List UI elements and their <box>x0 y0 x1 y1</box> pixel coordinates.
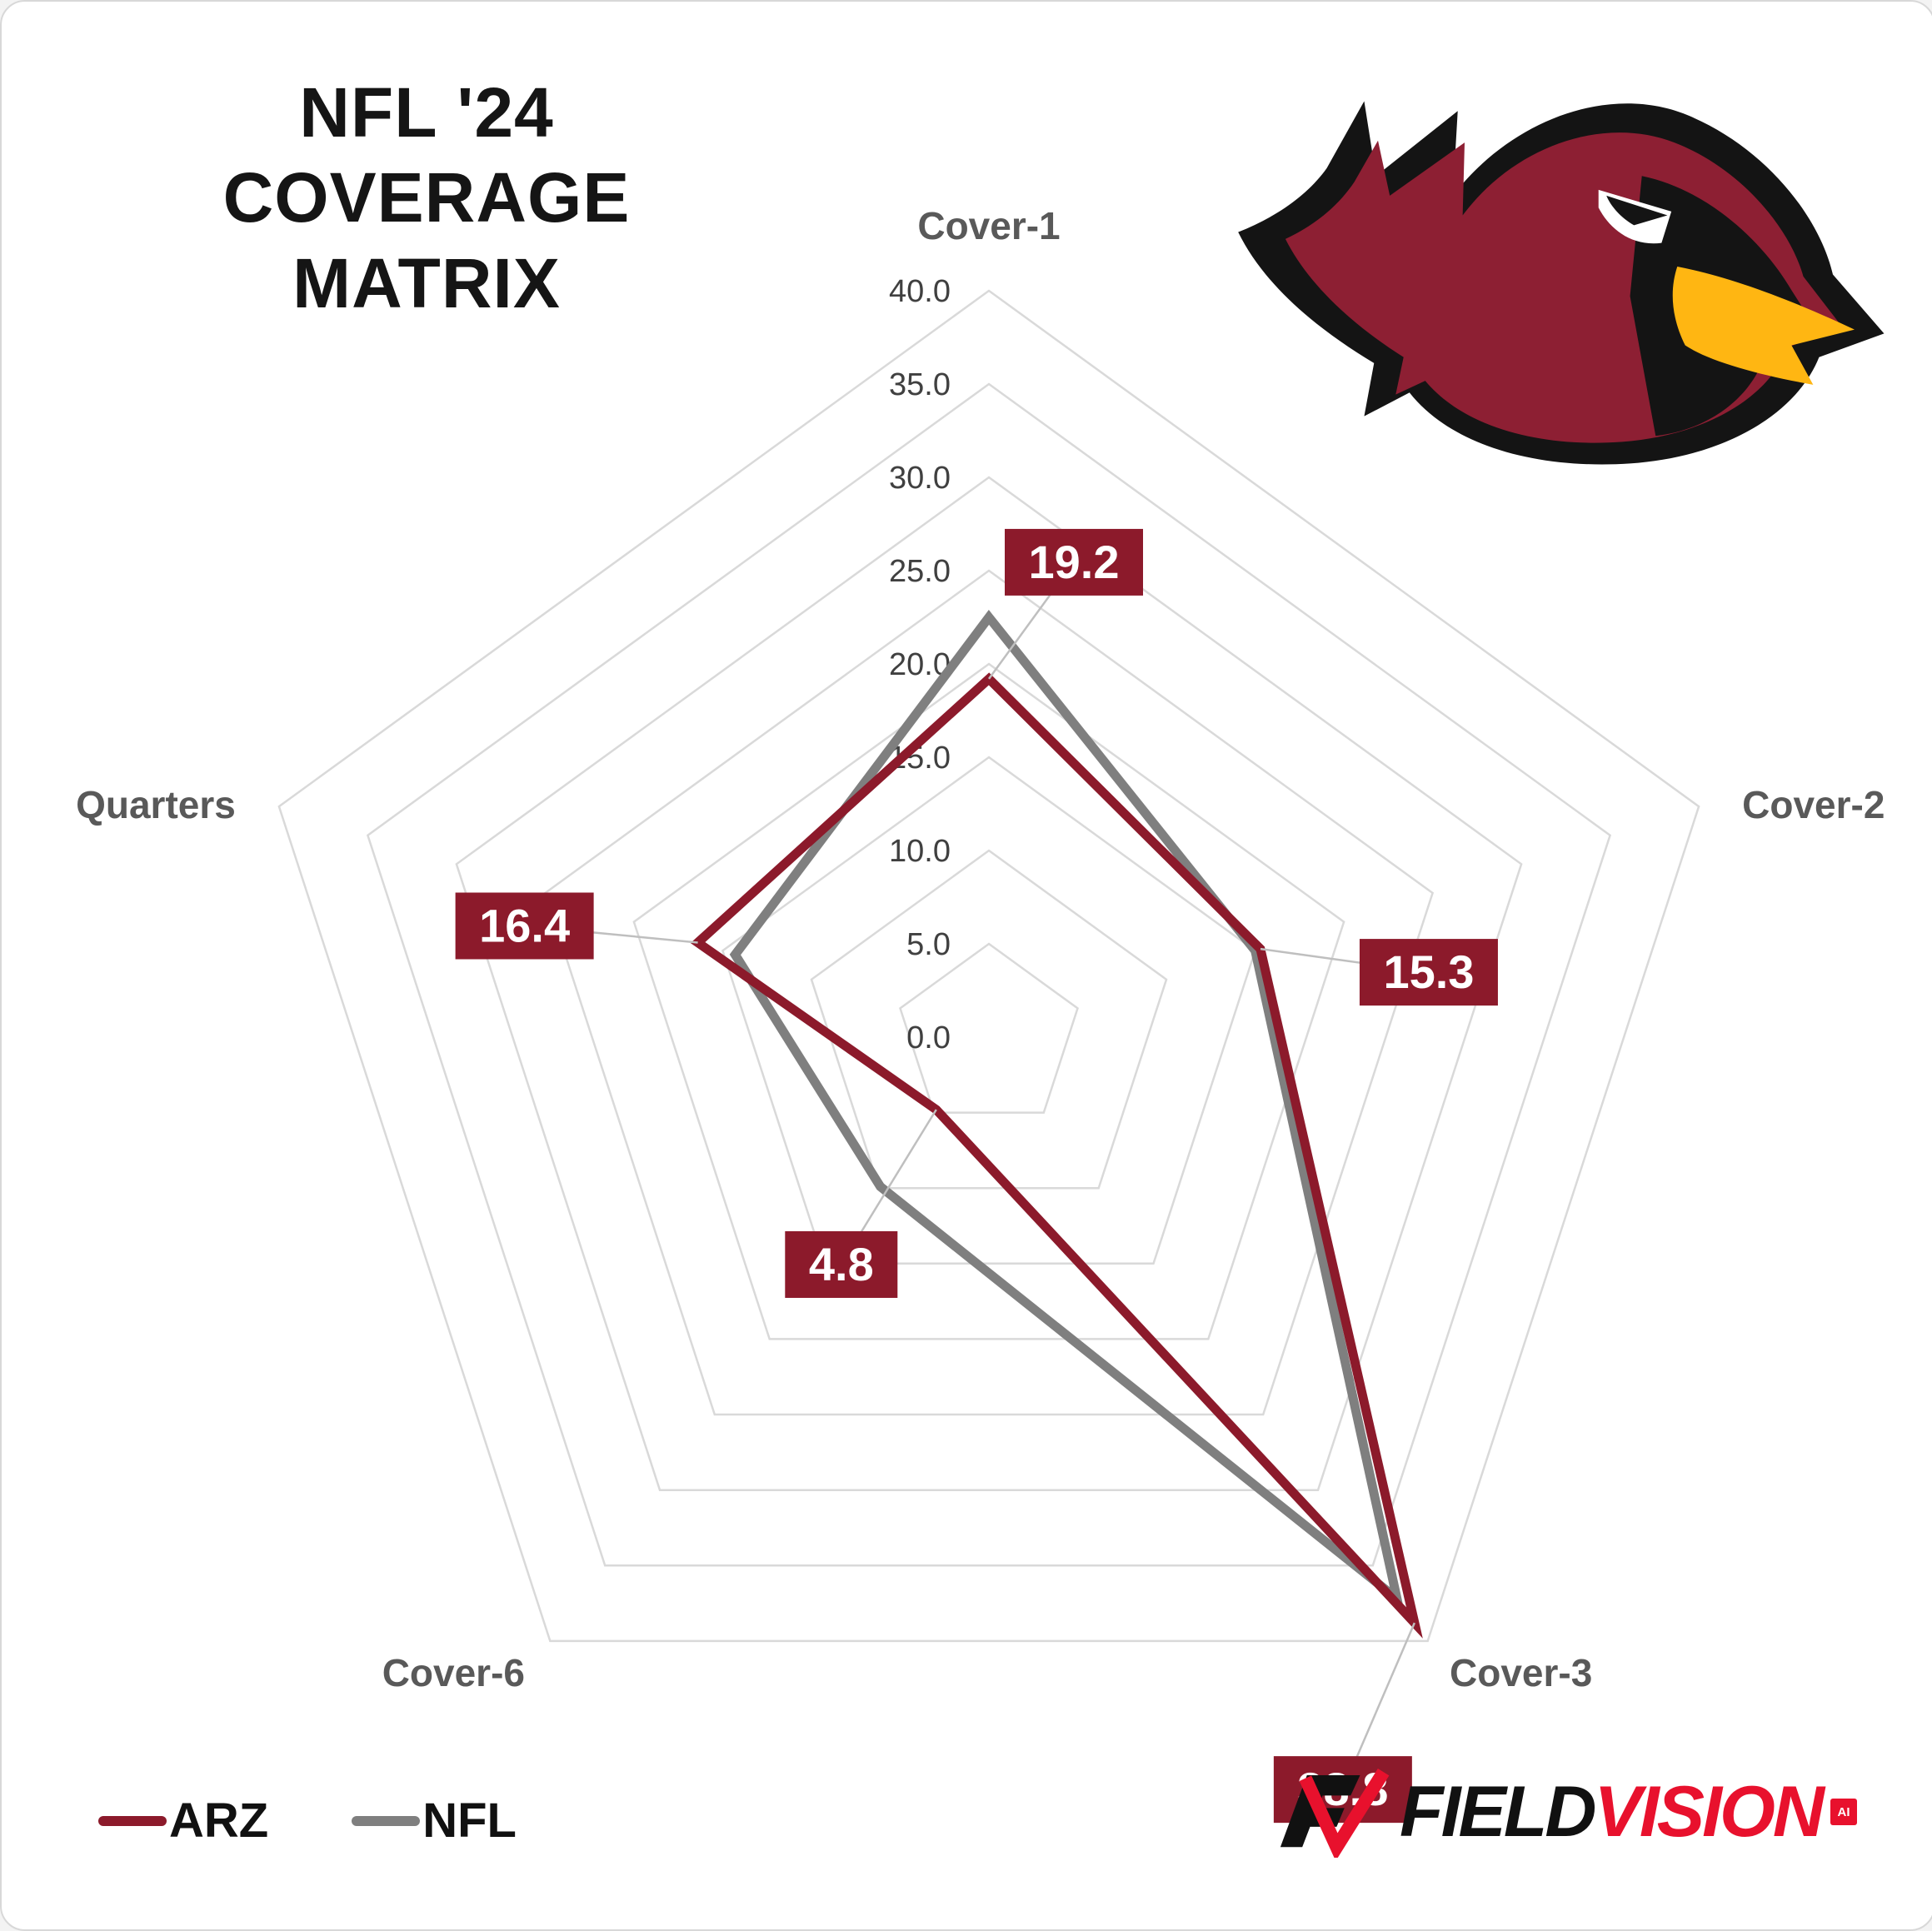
chart-title-line2: COVERAGE MATRIX <box>222 158 631 322</box>
legend-item-nfl: NFL <box>352 1793 517 1849</box>
data-label-value: 19.2 <box>1029 536 1120 588</box>
chart-title: NFL '24 COVERAGE MATRIX <box>89 70 764 326</box>
legend-swatch-nfl <box>352 1815 421 1826</box>
fieldvision-icon <box>1280 1768 1390 1858</box>
legend: ARZ NFL <box>98 1793 517 1849</box>
legend-label-arz: ARZ <box>169 1794 269 1848</box>
chart-title-line1: NFL '24 <box>299 73 554 152</box>
grid-ring <box>543 569 1435 1416</box>
legend-swatch-arz <box>98 1815 167 1826</box>
legend-item-arz: ARZ <box>98 1793 268 1849</box>
tick-label: 35.0 <box>889 367 951 402</box>
data-label-value: 4.8 <box>809 1238 874 1290</box>
axis-label-quarters: Quarters <box>76 783 236 826</box>
data-label-box <box>455 892 594 960</box>
grid-ring <box>810 849 1168 1190</box>
data-label-box <box>1005 528 1143 596</box>
data-label-box <box>1359 939 1498 1006</box>
brand-vision-text: VISION <box>1594 1771 1825 1852</box>
legend-label-nfl: NFL <box>422 1794 517 1848</box>
grid-ring <box>632 662 1345 1340</box>
axis-label-cover-2: Cover-2 <box>1742 783 1885 826</box>
grid-ring <box>899 942 1079 1114</box>
grid-ring <box>277 289 1700 1643</box>
cardinal-pupil <box>1606 195 1668 226</box>
grid-ring <box>366 382 1612 1567</box>
axis-label-cover-1: Cover-1 <box>917 204 1060 247</box>
axis-label-cover-3: Cover-3 <box>1450 1651 1592 1694</box>
cardinal-beak <box>1672 267 1855 385</box>
tick-label: 25.0 <box>889 554 951 589</box>
fieldvision-icon-v <box>1299 1768 1390 1858</box>
data-label-box <box>785 1230 898 1298</box>
tick-label: 0.0 <box>906 1020 951 1055</box>
fieldvision-brand: FIELD VISION AI <box>1266 1766 1857 1858</box>
data-label-value: 15.3 <box>1383 946 1474 998</box>
data-label-value: 16.4 <box>479 899 570 951</box>
cardinals-logo <box>1238 101 1885 465</box>
tick-label: 5.0 <box>906 927 951 962</box>
grid-ring <box>455 476 1523 1491</box>
brand-ai-badge: AI <box>1830 1799 1857 1825</box>
axis-label-cover-6: Cover-6 <box>382 1651 525 1694</box>
tick-label: 30.0 <box>889 461 951 496</box>
series-line-arz <box>690 672 1423 1639</box>
brand-field-text: FIELD <box>1400 1771 1596 1852</box>
tick-label: 10.0 <box>889 834 951 869</box>
tick-label: 40.0 <box>889 274 951 309</box>
